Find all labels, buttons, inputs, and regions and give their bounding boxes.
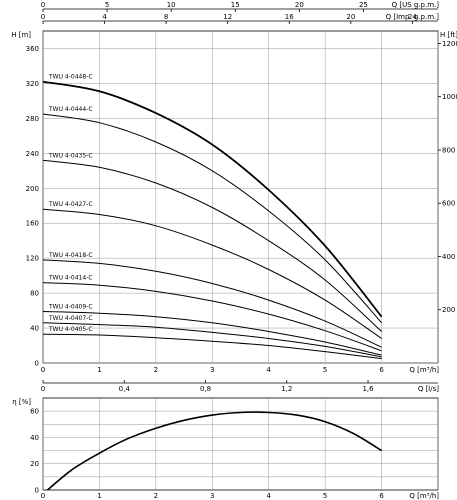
pump-curve-line (42, 282, 382, 352)
ls-tick-label: 1,2 (281, 385, 292, 393)
imp-gpm-tick-label: 12 (223, 13, 232, 21)
imp-gpm-tick-label: 20 (346, 13, 355, 21)
efficiency-y-tick-label: 40 (30, 434, 39, 442)
ls-axis-label: Q [l/s] (418, 385, 439, 393)
us-gpm-tick-label: 10 (167, 1, 176, 9)
efficiency-x-tick-label: 4 (266, 492, 271, 500)
efficiency-curve-line (46, 411, 383, 490)
us-gpm-tick-label: 15 (231, 1, 240, 9)
efficiency-x-tick-label: 2 (154, 492, 158, 500)
pump-curve-line (42, 311, 382, 356)
imp-gpm-tick-label: 16 (285, 13, 294, 21)
head-y2-tick-label: 800 (442, 146, 455, 154)
pump-curve-line (42, 333, 382, 360)
head-x-tick-label: 4 (266, 366, 271, 374)
head-x-tick-label: 5 (323, 366, 327, 374)
efficiency-y-tick-label: 0 (35, 487, 39, 495)
head-y-tick-label: 320 (26, 80, 39, 88)
efficiency-y-axis-label: η [%] (12, 398, 31, 406)
pump-curve-label: TWU 4-0435-C (48, 152, 93, 159)
head-x-axis-label: Q [m³/h] (409, 366, 439, 374)
head-y-tick-label: 80 (30, 290, 39, 298)
imp-gpm-axis-label: Q [Imp. g.p.m.] (386, 13, 440, 21)
head-y2-tick-label: 400 (442, 253, 455, 261)
head-y-tick-label: 160 (26, 220, 39, 228)
ls-tick-label: 0 (41, 385, 45, 393)
efficiency-x-tick-label: 1 (97, 492, 101, 500)
head-y-tick-label: 360 (26, 45, 39, 53)
head-x-tick-label: 1 (97, 366, 101, 374)
us-gpm-tick-label: 0 (41, 1, 45, 9)
pump-curve-label: TWU 4-0448-C (48, 74, 93, 81)
head-y-tick-label: 280 (26, 115, 39, 123)
efficiency-x-axis-label: Q [m³/h] (409, 492, 439, 500)
head-y2-tick-label: 1200 (442, 40, 457, 48)
us-gpm-tick-label: 5 (105, 1, 109, 9)
head-y-tick-label: 40 (30, 325, 39, 333)
pump-curve-line (42, 322, 382, 358)
imp-gpm-tick-label: 8 (164, 13, 168, 21)
pump-curve-line (42, 159, 382, 332)
ls-tick-label: 1,6 (362, 385, 374, 393)
pump-curve-label: TWU 4-0414-C (48, 275, 93, 282)
efficiency-y-tick-label: 20 (30, 460, 39, 468)
pump-curve-label: TWU 4-0444-C (48, 106, 93, 113)
us-gpm-tick-label: 20 (295, 1, 304, 9)
head-x-tick-label: 3 (210, 366, 214, 374)
pump-curve-line (42, 113, 382, 324)
efficiency-x-tick-label: 3 (210, 492, 214, 500)
efficiency-x-tick-label: 5 (323, 492, 327, 500)
head-y-tick-label: 0 (35, 360, 39, 368)
head-x-tick-label: 2 (154, 366, 158, 374)
head-x-tick-label: 6 (379, 366, 384, 374)
pump-curve-label: TWU 4-0409-C (48, 303, 93, 310)
imp-gpm-tick-label: 24 (408, 13, 417, 21)
ls-tick-label: 0,8 (200, 385, 211, 393)
efficiency-x-tick-label: 0 (41, 492, 45, 500)
pump-curve-line (42, 208, 382, 339)
head-y-tick-label: 120 (26, 255, 39, 263)
ls-tick-label: 0,4 (119, 385, 131, 393)
pump-curve-line (42, 259, 382, 348)
pump-curve-label: TWU 4-0427-C (48, 201, 93, 208)
head-y-tick-label: 240 (26, 150, 39, 158)
head-y2-tick-label: 200 (442, 306, 455, 314)
efficiency-x-tick-label: 6 (379, 492, 384, 500)
head-y-axis-label: H [m] (11, 31, 31, 39)
head-y2-tick-label: 1000 (442, 93, 457, 101)
imp-gpm-tick-label: 0 (41, 13, 45, 21)
us-gpm-tick-label: 25 (359, 1, 368, 9)
head-y2-axis-label: H [ft] (440, 31, 457, 39)
us-gpm-axis-label: Q [US g.p.m.] (392, 1, 440, 9)
pump-curve-label: TWU 4-0418-C (48, 252, 93, 259)
head-x-tick-label: 0 (41, 366, 45, 374)
efficiency-y-tick-label: 60 (30, 408, 39, 416)
head-y-tick-label: 200 (26, 185, 39, 193)
pump-curve-line (42, 80, 383, 318)
head-y2-tick-label: 600 (442, 200, 455, 208)
pump-curve-label: TWU 4-0407-C (48, 315, 93, 322)
pump-curve-label: TWU 4-0405-C (48, 326, 93, 333)
imp-gpm-tick-label: 4 (102, 13, 107, 21)
